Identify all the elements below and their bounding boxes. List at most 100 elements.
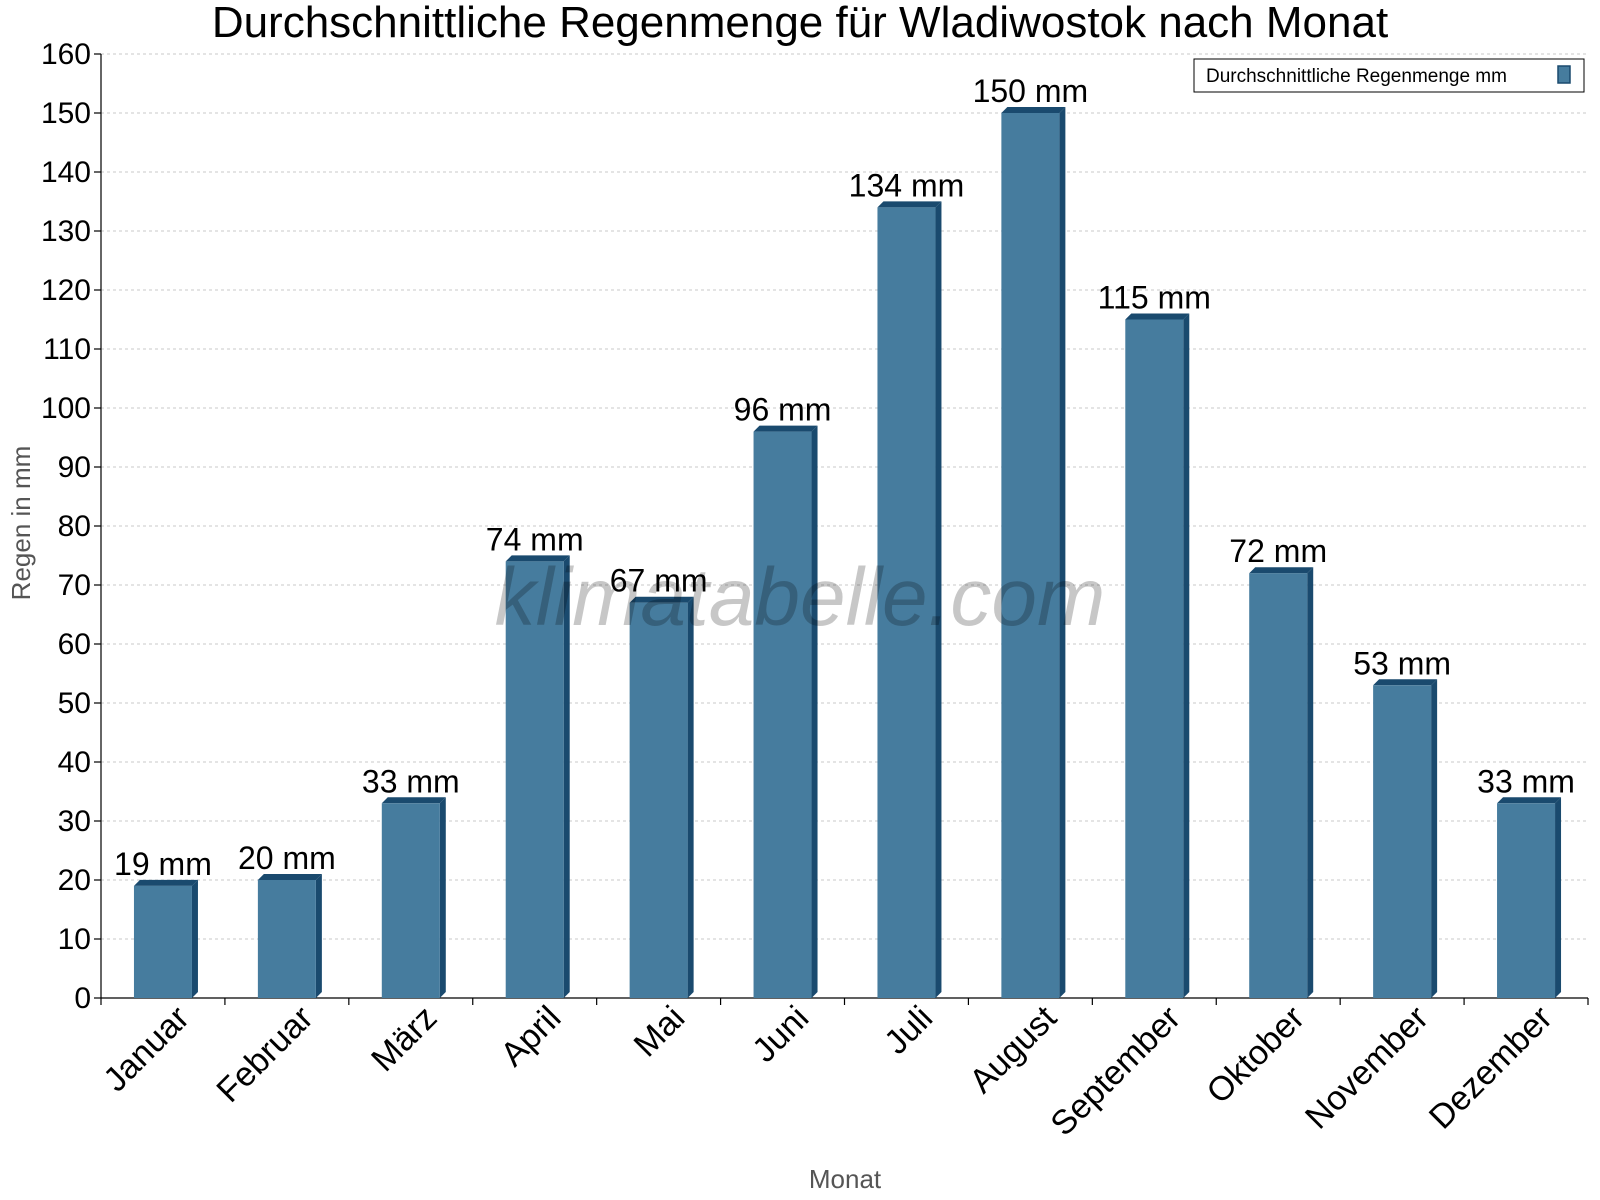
- x-tick-label: Juni: [745, 999, 816, 1070]
- bar-front: [753, 431, 812, 999]
- gridlines: [101, 53, 1588, 940]
- bar-märz: [381, 797, 446, 998]
- chart-title: Durchschnittliche Regenmenge für Wladiwo…: [212, 0, 1388, 47]
- x-tick-label: März: [364, 999, 444, 1079]
- x-tick-label: September: [1043, 999, 1187, 1143]
- bar-august: [1001, 107, 1066, 998]
- bar-september: [1125, 313, 1190, 998]
- bar-front: [1249, 573, 1308, 998]
- y-tick-label: 20: [58, 864, 91, 897]
- data-label: 67 mm: [610, 563, 708, 599]
- y-tick-label: 90: [58, 451, 91, 484]
- bar-front: [505, 561, 564, 998]
- bar-side: [315, 874, 322, 998]
- bar-juni: [753, 425, 818, 999]
- bar-side: [563, 555, 570, 998]
- bar-side: [439, 797, 446, 998]
- bar-april: [505, 555, 570, 998]
- bar-juli: [877, 201, 942, 998]
- bar-november: [1373, 679, 1438, 998]
- bar-februar: [257, 874, 322, 998]
- bar-top: [1249, 567, 1314, 574]
- bar-front: [1125, 319, 1184, 998]
- bar-top: [753, 425, 818, 432]
- bar-front: [381, 803, 440, 998]
- legend: Durchschnittliche Regenmenge mm: [1193, 58, 1585, 93]
- bar-top: [1497, 797, 1562, 804]
- bar-side: [1307, 567, 1314, 998]
- y-tick-label: 110: [43, 333, 91, 366]
- y-axis-label: Regen in mm: [6, 446, 36, 601]
- data-label: 150 mm: [973, 73, 1089, 109]
- bar-side: [687, 596, 694, 998]
- y-tick-label: 160: [41, 38, 91, 71]
- bar-front: [257, 880, 316, 998]
- x-tick-label: Dezember: [1422, 999, 1560, 1137]
- bar-front: [1497, 803, 1556, 998]
- legend-swatch: [1557, 65, 1571, 84]
- bar-top: [877, 201, 942, 208]
- bar-side: [935, 201, 942, 998]
- data-label: 33 mm: [1477, 763, 1575, 799]
- bar-mai: [629, 596, 694, 998]
- x-axis-label: Monat: [809, 1164, 882, 1194]
- y-tick-label: 70: [58, 569, 91, 602]
- data-label: 74 mm: [486, 521, 584, 557]
- bar-side: [1555, 797, 1562, 998]
- x-tick-label: Juli: [877, 999, 940, 1062]
- data-label: 53 mm: [1353, 645, 1451, 681]
- y-tick-label: 10: [58, 923, 91, 956]
- y-tick-label: 0: [74, 982, 91, 1015]
- bar-top: [257, 874, 322, 880]
- bar-top: [1125, 313, 1190, 320]
- legend-label: Durchschnittliche Regenmenge mm: [1206, 66, 1507, 87]
- bar-front: [133, 885, 192, 998]
- x-tick-label: August: [962, 998, 1064, 1100]
- bar-front: [1373, 685, 1432, 998]
- y-tick-label: 120: [41, 274, 91, 307]
- bar-side: [811, 425, 818, 999]
- data-labels: 19 mm 20 mm 33 mm 74 mm 67 mm 96 mm 134 mm 150 …: [114, 73, 1575, 882]
- y-tick-label: 140: [41, 156, 91, 189]
- bars: [133, 107, 1562, 999]
- bar-front: [1001, 113, 1060, 998]
- y-tick-label: 80: [58, 510, 91, 543]
- bar-side: [1183, 313, 1190, 998]
- y-tick-label: 40: [58, 746, 91, 779]
- bar-front: [877, 207, 936, 998]
- x-tick-label: Februar: [209, 999, 320, 1110]
- data-label: 72 mm: [1229, 533, 1327, 569]
- bar-side: [191, 879, 198, 998]
- bar-front: [629, 602, 688, 998]
- data-label: 20 mm: [238, 840, 336, 876]
- data-label: 33 mm: [362, 763, 460, 799]
- x-tick-label: Mai: [627, 999, 693, 1065]
- y-tick-label: 100: [41, 392, 91, 425]
- y-tick-label: 30: [58, 805, 91, 838]
- watermark-text: klimatabelle.com: [495, 552, 1106, 643]
- data-label: 134 mm: [849, 167, 965, 203]
- x-tick-label: April: [493, 999, 568, 1074]
- bar-top: [133, 879, 198, 886]
- bar-januar: [133, 879, 198, 998]
- bar-side: [1431, 679, 1438, 998]
- bar-dezember: [1497, 797, 1562, 998]
- data-label: 115 mm: [1098, 280, 1211, 316]
- legend-box: [1193, 58, 1585, 93]
- data-label: 19 mm: [114, 846, 212, 882]
- bar-top: [505, 555, 570, 562]
- bar-top: [1373, 679, 1438, 686]
- bar-top: [629, 596, 694, 603]
- x-tick-label: November: [1298, 999, 1436, 1137]
- bar-top: [1001, 107, 1066, 113]
- bar-oktober: [1249, 567, 1314, 998]
- bar-side: [1059, 107, 1066, 998]
- y-tick-label: 130: [41, 215, 91, 248]
- y-tick-label: 50: [58, 687, 91, 720]
- x-tick-label: Oktober: [1199, 999, 1311, 1111]
- data-label: 96 mm: [734, 392, 832, 428]
- x-tick-label: Januar: [96, 999, 196, 1099]
- bar-top: [381, 797, 446, 804]
- y-tick-label: 60: [58, 628, 91, 661]
